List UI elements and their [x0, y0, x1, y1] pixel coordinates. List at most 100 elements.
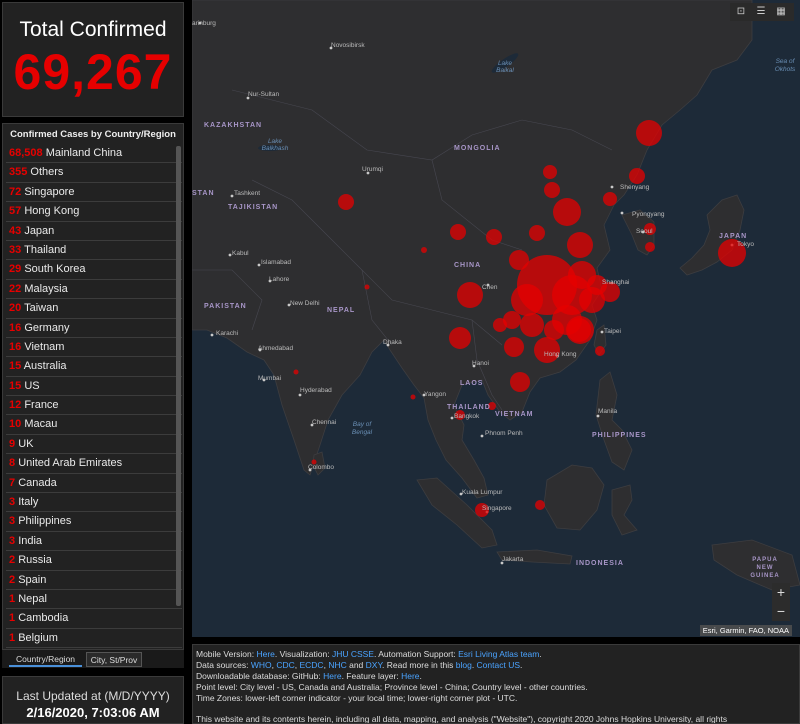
map-canvas	[192, 0, 800, 591]
bookmark-icon[interactable]: ⊡	[736, 6, 746, 17]
country-count: 1	[9, 631, 16, 644]
country-row[interactable]: 8 United Arab Emirates	[6, 454, 182, 474]
case-bubble	[338, 194, 354, 210]
city-hyderabad: Hyderabad	[300, 387, 332, 394]
water-lake-baikal: Lake Baikal	[496, 60, 514, 74]
country-row[interactable]: 15 US	[6, 377, 182, 397]
country-row[interactable]: 3 Philippines	[6, 512, 182, 532]
mobile-version-link[interactable]: Here	[256, 649, 275, 659]
case-bubble	[600, 282, 620, 302]
zoom-out-button[interactable]: −	[776, 603, 786, 619]
info-line-credits: Mobile Version: Here. Visualization: JHU…	[196, 649, 588, 660]
country-row[interactable]: 20 Taiwan	[6, 299, 182, 319]
info-line-sources: Data sources: WHO, CDC, ECDC, NHC and DX…	[196, 660, 523, 670]
land-borneo	[543, 464, 605, 531]
country-row[interactable]: 3 Italy	[6, 493, 182, 513]
github-link[interactable]: Here	[323, 671, 342, 681]
case-bubble	[493, 318, 507, 332]
tab-city-state-province[interactable]: City, St/Prov	[86, 652, 142, 667]
city-novosibirsk: Novosibirsk	[331, 42, 365, 49]
case-bubble	[509, 250, 529, 270]
land-sumatra	[416, 477, 498, 549]
country-count: 16	[9, 340, 22, 353]
country-row[interactable]: 1 Cambodia	[6, 609, 182, 629]
country-row[interactable]: 22 Malaysia	[6, 280, 182, 300]
city-seoul: Seoul	[636, 228, 653, 235]
last-updated-value: 2/16/2020, 7:03:06 AM	[26, 705, 160, 720]
label-laos: LAOS	[460, 380, 484, 387]
city-karachi: Karachi	[216, 330, 239, 337]
tab-country-region[interactable]: Country/Region	[9, 652, 82, 667]
country-row[interactable]: 72 Singapore	[6, 183, 182, 203]
country-count: 3	[9, 515, 16, 528]
water-sea-of-okhotsk: Sea of Okhots	[774, 58, 796, 73]
country-row[interactable]: 16 Germany	[6, 319, 182, 338]
map-attribution: Esri, Garmin, FAO, NOAA	[699, 625, 792, 636]
esri-living-atlas-link[interactable]: Esri Living Atlas team	[458, 649, 540, 659]
country-count: 72	[9, 185, 22, 198]
country-name: Australia	[23, 360, 67, 373]
case-bubble	[529, 225, 545, 241]
country-name: Malaysia	[24, 282, 68, 295]
contact-us-link[interactable]: Contact US	[476, 660, 521, 670]
nhc-link[interactable]: NHC	[328, 660, 347, 670]
dxy-link[interactable]: DXY	[365, 660, 383, 670]
who-link[interactable]: WHO	[250, 660, 272, 670]
country-row[interactable]: 33 Thailand	[6, 241, 182, 261]
country-row[interactable]: 12 France	[6, 396, 182, 416]
country-name: Philippines	[18, 515, 72, 528]
info-panel: Mobile Version: Here. Visualization: JHU…	[192, 644, 800, 724]
case-bubble	[455, 410, 465, 420]
country-row[interactable]: 68,508 Mainland China	[6, 144, 182, 164]
country-row[interactable]: 355 Others	[6, 163, 182, 183]
label-thailand: THAILAND	[447, 404, 491, 411]
country-list[interactable]: 68,508 Mainland China 355 Others 72 Singap…	[6, 144, 182, 649]
country-name: India	[18, 534, 43, 547]
country-count: 57	[9, 205, 22, 218]
case-bubble	[503, 311, 521, 329]
feature-layer-link[interactable]: Here	[401, 671, 420, 681]
case-bubble	[535, 500, 545, 510]
country-row[interactable]: 16 Vietnam	[6, 338, 182, 358]
ecdc-link[interactable]: ECDC	[299, 660, 324, 670]
country-name: US	[24, 379, 40, 392]
info-line-downloads: Downloadable database: GitHub: Here. Fea…	[196, 671, 422, 681]
legend-list-icon[interactable]: ☰	[756, 6, 766, 17]
country-row[interactable]: 1 Belgium	[6, 629, 182, 649]
country-row[interactable]: 2 Spain	[6, 571, 182, 590]
case-bubble	[718, 239, 746, 267]
country-row[interactable]: 1 Nepal	[6, 590, 182, 610]
basemap-gallery-icon[interactable]: ▦	[776, 6, 786, 17]
list-scrollbar[interactable]	[176, 146, 181, 606]
label-philippines: PHILIPPINES	[592, 432, 647, 439]
label-indonesia: INDONESIA	[576, 560, 624, 567]
country-row[interactable]: 3 India	[6, 532, 182, 552]
country-row[interactable]: 7 Canada	[6, 474, 182, 494]
country-row[interactable]: 29 South Korea	[6, 260, 182, 280]
city-kabul: Kabul	[232, 250, 249, 257]
country-name: Belgium	[18, 631, 58, 644]
city-chen: Chen	[482, 284, 498, 291]
country-name: Others	[30, 166, 64, 179]
city-dhaka: Dhaka	[383, 339, 402, 346]
country-row[interactable]: 57 Hong Kong	[6, 202, 182, 222]
country-row[interactable]: 43 Japan	[6, 222, 182, 241]
map-view[interactable]: KAZAKHSTAN MONGOLIA CHINA PAKISTAN JAPAN…	[192, 0, 800, 637]
country-row[interactable]: 10 Macau	[6, 415, 182, 435]
country-row[interactable]: 2 Russia	[6, 551, 182, 571]
country-count: 15	[9, 379, 22, 392]
land-sulawesi	[611, 484, 638, 536]
label-stan: STAN	[192, 190, 215, 197]
zoom-in-button[interactable]: +	[776, 584, 786, 600]
jhu-csse-link[interactable]: JHU CSSE	[331, 649, 374, 659]
cdc-link[interactable]: CDC	[276, 660, 295, 670]
country-name: Macau	[24, 418, 58, 431]
blog-link[interactable]: blog	[455, 660, 472, 670]
country-row[interactable]: 15 Australia	[6, 357, 182, 377]
land-philippines	[595, 371, 633, 471]
land-asia	[192, 0, 753, 499]
country-name: Spain	[18, 573, 47, 586]
country-name: Mainland China	[45, 147, 123, 159]
country-row[interactable]: 9 UK	[6, 435, 182, 455]
